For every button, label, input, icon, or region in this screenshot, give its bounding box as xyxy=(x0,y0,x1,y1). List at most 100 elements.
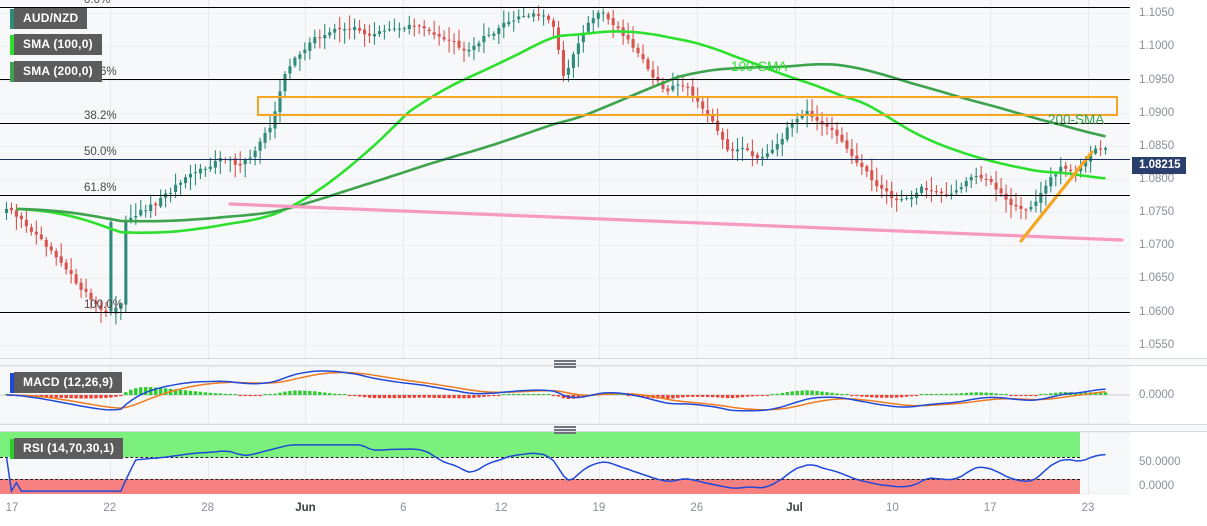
legend-rsi-label: RSI (14,70,30,1) xyxy=(14,438,124,459)
time-tick-26: 26 xyxy=(690,502,704,514)
rsi-overbought-zone xyxy=(0,432,1080,457)
grid-line-vertical xyxy=(501,432,503,494)
fib-label-0.0: 0.0% xyxy=(84,0,111,7)
price-tick-1.0600: 1.0600 xyxy=(1139,305,1175,318)
price-plot-area[interactable]: 0.0%23.6%38.2%50.0%61.8%100.0% xyxy=(0,0,1130,358)
resize-handle-rsi[interactable] xyxy=(554,426,576,434)
grid-line-vertical xyxy=(501,0,503,358)
grid-line-horizontal xyxy=(0,145,1130,147)
fib-line-100.0[interactable] xyxy=(0,312,1130,314)
grid-line-vertical xyxy=(794,432,796,494)
time-tick-28: 28 xyxy=(201,502,215,514)
price-tick-1.0900: 1.0900 xyxy=(1139,106,1175,119)
fib-line-0.0[interactable] xyxy=(0,7,1130,9)
fib-line-23.6[interactable] xyxy=(0,78,1130,80)
rsi-series-svg xyxy=(5,444,1106,494)
grid-line-horizontal xyxy=(0,278,1130,280)
grid-line-horizontal xyxy=(0,311,1130,313)
fib-line-38.2[interactable] xyxy=(0,123,1130,125)
fib-line-50.0[interactable] xyxy=(0,159,1130,161)
price-tick-1.0650: 1.0650 xyxy=(1139,272,1175,285)
fib-label-61.8: 61.8% xyxy=(84,181,117,194)
grid-line-vertical xyxy=(1088,432,1089,494)
grid-line-vertical xyxy=(403,0,405,358)
panel-divider-2 xyxy=(0,365,1207,366)
macd-plot-area[interactable] xyxy=(0,366,1130,424)
supply-zone-rectangle[interactable] xyxy=(257,96,1118,116)
rsi-overbought-line xyxy=(0,457,1080,458)
grid-line-vertical xyxy=(305,0,307,358)
fib-line-61.8[interactable] xyxy=(0,194,1130,196)
fib-label-38.2: 38.2% xyxy=(84,110,117,123)
price-tick-1.1000: 1.1000 xyxy=(1139,40,1175,53)
rsi-y-axis[interactable]: 50.0000 0.0000 xyxy=(1130,432,1207,494)
macd-y-axis[interactable]: 0.0000 xyxy=(1130,366,1207,424)
macd-series-svg xyxy=(0,370,1130,412)
price-tick-1.0550: 1.0550 xyxy=(1139,338,1175,351)
legend-symbol-label: AUD/NZD xyxy=(14,8,88,29)
resize-handle-macd[interactable] xyxy=(554,360,576,368)
time-tick-jun: Jun xyxy=(295,502,316,514)
legend-rsi[interactable]: RSI (14,70,30,1) xyxy=(10,438,124,459)
annotation-100-sma: 100-SMA xyxy=(731,59,788,74)
fib-label-50.0: 50.0% xyxy=(84,146,117,159)
rsi-tick-mid: 50.0000 xyxy=(1139,456,1181,468)
time-tick-jul: Jul xyxy=(786,502,803,514)
grid-line-vertical xyxy=(990,432,992,494)
grid-line-vertical xyxy=(403,432,405,494)
legend-accent-macd xyxy=(10,372,14,393)
grid-line-horizontal xyxy=(0,79,1130,81)
legend-accent-sma100 xyxy=(10,34,14,55)
time-tick-10: 10 xyxy=(885,502,899,514)
price-tick-1.1050: 1.1050 xyxy=(1139,7,1175,20)
price-tick-1.0850: 1.0850 xyxy=(1139,139,1175,152)
grid-line-horizontal xyxy=(0,112,1130,114)
price-tick-1.0800: 1.0800 xyxy=(1139,173,1175,185)
grid-line-vertical xyxy=(1088,0,1089,358)
grid-line-vertical xyxy=(794,0,796,358)
rsi-oversold-zone xyxy=(0,479,1080,494)
legend-accent-sma200 xyxy=(10,61,14,82)
grid-line-horizontal xyxy=(0,344,1130,346)
price-series-svg xyxy=(4,5,1124,325)
price-tick-1.0950: 1.0950 xyxy=(1139,73,1175,86)
grid-line-vertical xyxy=(696,432,698,494)
grid-line-vertical xyxy=(207,432,209,494)
price-y-axis[interactable]: 1.1050 1.1000 1.0950 1.0900 1.0850 1.0800 1.07… xyxy=(1130,0,1207,358)
legend-sma100-label: SMA (100,0) xyxy=(14,34,102,55)
time-tick-19: 19 xyxy=(592,502,606,514)
time-axis[interactable]: 17 22 28 Jun 6 12 19 26 Jul 10 17 23 xyxy=(0,494,1207,526)
time-tick-12: 12 xyxy=(494,502,508,514)
legend-macd[interactable]: MACD (12,26,9) xyxy=(10,372,123,393)
rsi-oversold-line xyxy=(0,479,1080,480)
current-price-marker: 1.08215 xyxy=(1132,156,1186,174)
panel-divider-1 xyxy=(0,358,1207,359)
price-panel[interactable]: 0.0%23.6%38.2%50.0%61.8%100.0% AUD/NZD S… xyxy=(0,0,1207,358)
rsi-plot-area[interactable] xyxy=(0,432,1130,494)
panel-divider-3 xyxy=(0,424,1207,425)
grid-line-vertical xyxy=(207,0,209,358)
time-tick-23: 23 xyxy=(1081,502,1095,514)
grid-line-vertical xyxy=(892,0,894,358)
legend-sma200-label: SMA (200,0) xyxy=(14,61,102,82)
grid-line-horizontal xyxy=(0,423,1130,424)
legend-symbol[interactable]: AUD/NZD xyxy=(10,8,88,29)
fib-label-100.0: 100.0% xyxy=(84,299,124,312)
grid-line-horizontal xyxy=(0,212,1130,214)
time-tick-17: 17 xyxy=(5,502,19,514)
price-tick-1.0750: 1.0750 xyxy=(1139,206,1175,219)
rsi-tick-zero: 0.0000 xyxy=(1139,480,1175,492)
legend-sma100[interactable]: SMA (100,0) xyxy=(10,34,102,55)
rsi-panel[interactable]: RSI (14,70,30,1) 50.0000 0.0000 xyxy=(0,432,1207,494)
time-tick-17: 17 xyxy=(983,502,997,514)
macd-panel[interactable]: MACD (12,26,9) 0.0000 xyxy=(0,366,1207,424)
legend-macd-label: MACD (12,26,9) xyxy=(14,372,123,393)
legend-accent-symbol xyxy=(10,8,14,29)
grid-line-vertical xyxy=(892,432,894,494)
grid-line-vertical xyxy=(696,0,698,358)
grid-line-vertical xyxy=(598,0,600,358)
legend-sma200[interactable]: SMA (200,0) xyxy=(10,61,102,82)
macd-tick-zero: 0.0000 xyxy=(1139,389,1175,401)
grid-line-vertical xyxy=(305,432,307,494)
